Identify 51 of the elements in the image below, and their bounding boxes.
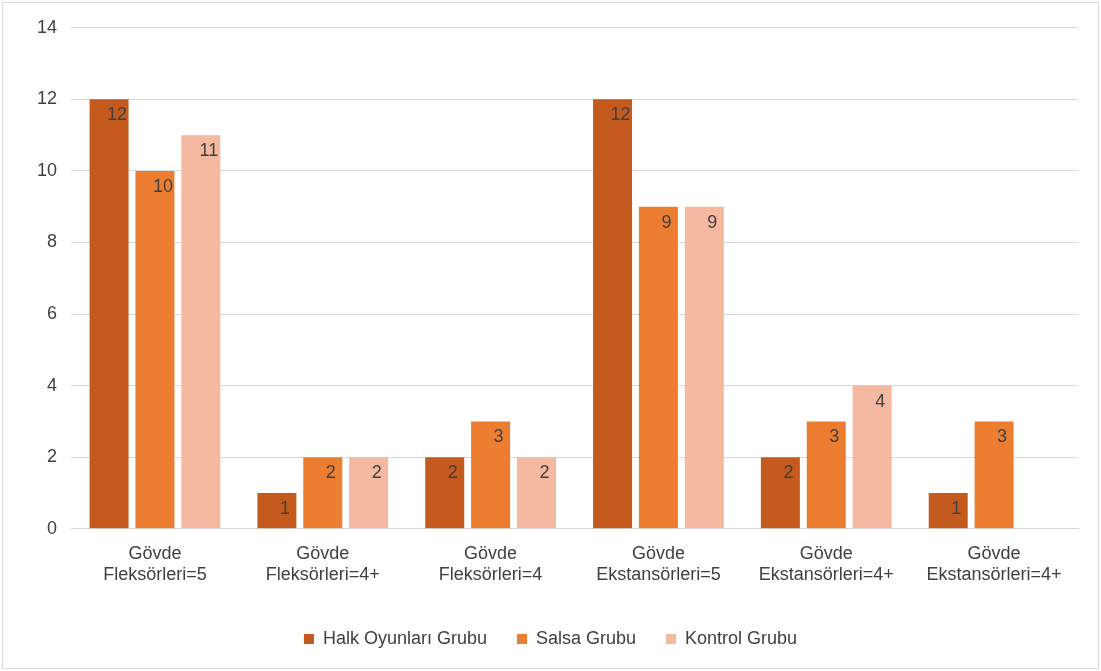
bar xyxy=(135,170,175,529)
data-label: 11 xyxy=(199,140,219,161)
bar xyxy=(684,206,724,529)
legend-label: Kontrol Grubu xyxy=(685,627,798,648)
bar xyxy=(89,99,129,529)
legend-label: Halk Oyunları Grubu xyxy=(322,627,487,648)
data-label: 12 xyxy=(610,104,631,125)
y-tick-label: 12 xyxy=(36,88,58,109)
bar xyxy=(928,493,968,529)
bar xyxy=(257,493,297,529)
data-label: 2 xyxy=(447,462,458,483)
x-tick-label: Gövde Fleksörleri=4+ xyxy=(265,542,380,585)
data-label: 1 xyxy=(951,497,962,518)
data-label: 4 xyxy=(875,390,886,411)
x-tick-label: Gövde Ekstansörleri=5 xyxy=(596,542,721,585)
data-label: 2 xyxy=(371,462,382,483)
y-tick-label: 14 xyxy=(36,16,58,37)
bar xyxy=(181,135,221,529)
data-label: 10 xyxy=(152,175,173,196)
y-tick-label: 8 xyxy=(47,231,58,252)
x-tick-label: Gövde Fleksörleri=4 xyxy=(438,542,543,585)
bar xyxy=(974,421,1014,529)
x-tick-label: Gövde Fleksörleri=5 xyxy=(103,542,207,585)
bar xyxy=(303,457,343,529)
bar xyxy=(852,385,892,529)
data-label: 9 xyxy=(661,211,672,232)
y-tick-label: 2 xyxy=(47,446,58,467)
data-label: 1 xyxy=(279,497,290,518)
data-label: 2 xyxy=(325,462,336,483)
x-tick-label: Gövde Ekstansörleri=4+ xyxy=(926,542,1062,585)
y-tick-label: 4 xyxy=(47,374,58,395)
bar xyxy=(471,421,511,529)
bar xyxy=(516,457,556,529)
bar xyxy=(593,99,633,529)
bar xyxy=(806,421,846,529)
data-label: 3 xyxy=(829,426,840,447)
y-tick-label: 6 xyxy=(47,303,58,324)
data-label: 3 xyxy=(997,426,1008,447)
bar xyxy=(760,457,800,529)
y-tick-label: 0 xyxy=(47,517,58,538)
bar xyxy=(425,457,465,529)
data-label: 3 xyxy=(493,426,504,447)
data-label: 2 xyxy=(783,462,794,483)
y-tick-label: 10 xyxy=(36,159,58,180)
data-label: 9 xyxy=(707,211,718,232)
bar xyxy=(638,206,678,529)
data-label: 12 xyxy=(107,104,128,125)
x-tick-label: Gövde Ekstansörleri=4+ xyxy=(758,542,894,585)
data-label: 2 xyxy=(539,462,550,483)
bar xyxy=(349,457,389,529)
legend-label: Salsa Grubu xyxy=(535,627,637,648)
